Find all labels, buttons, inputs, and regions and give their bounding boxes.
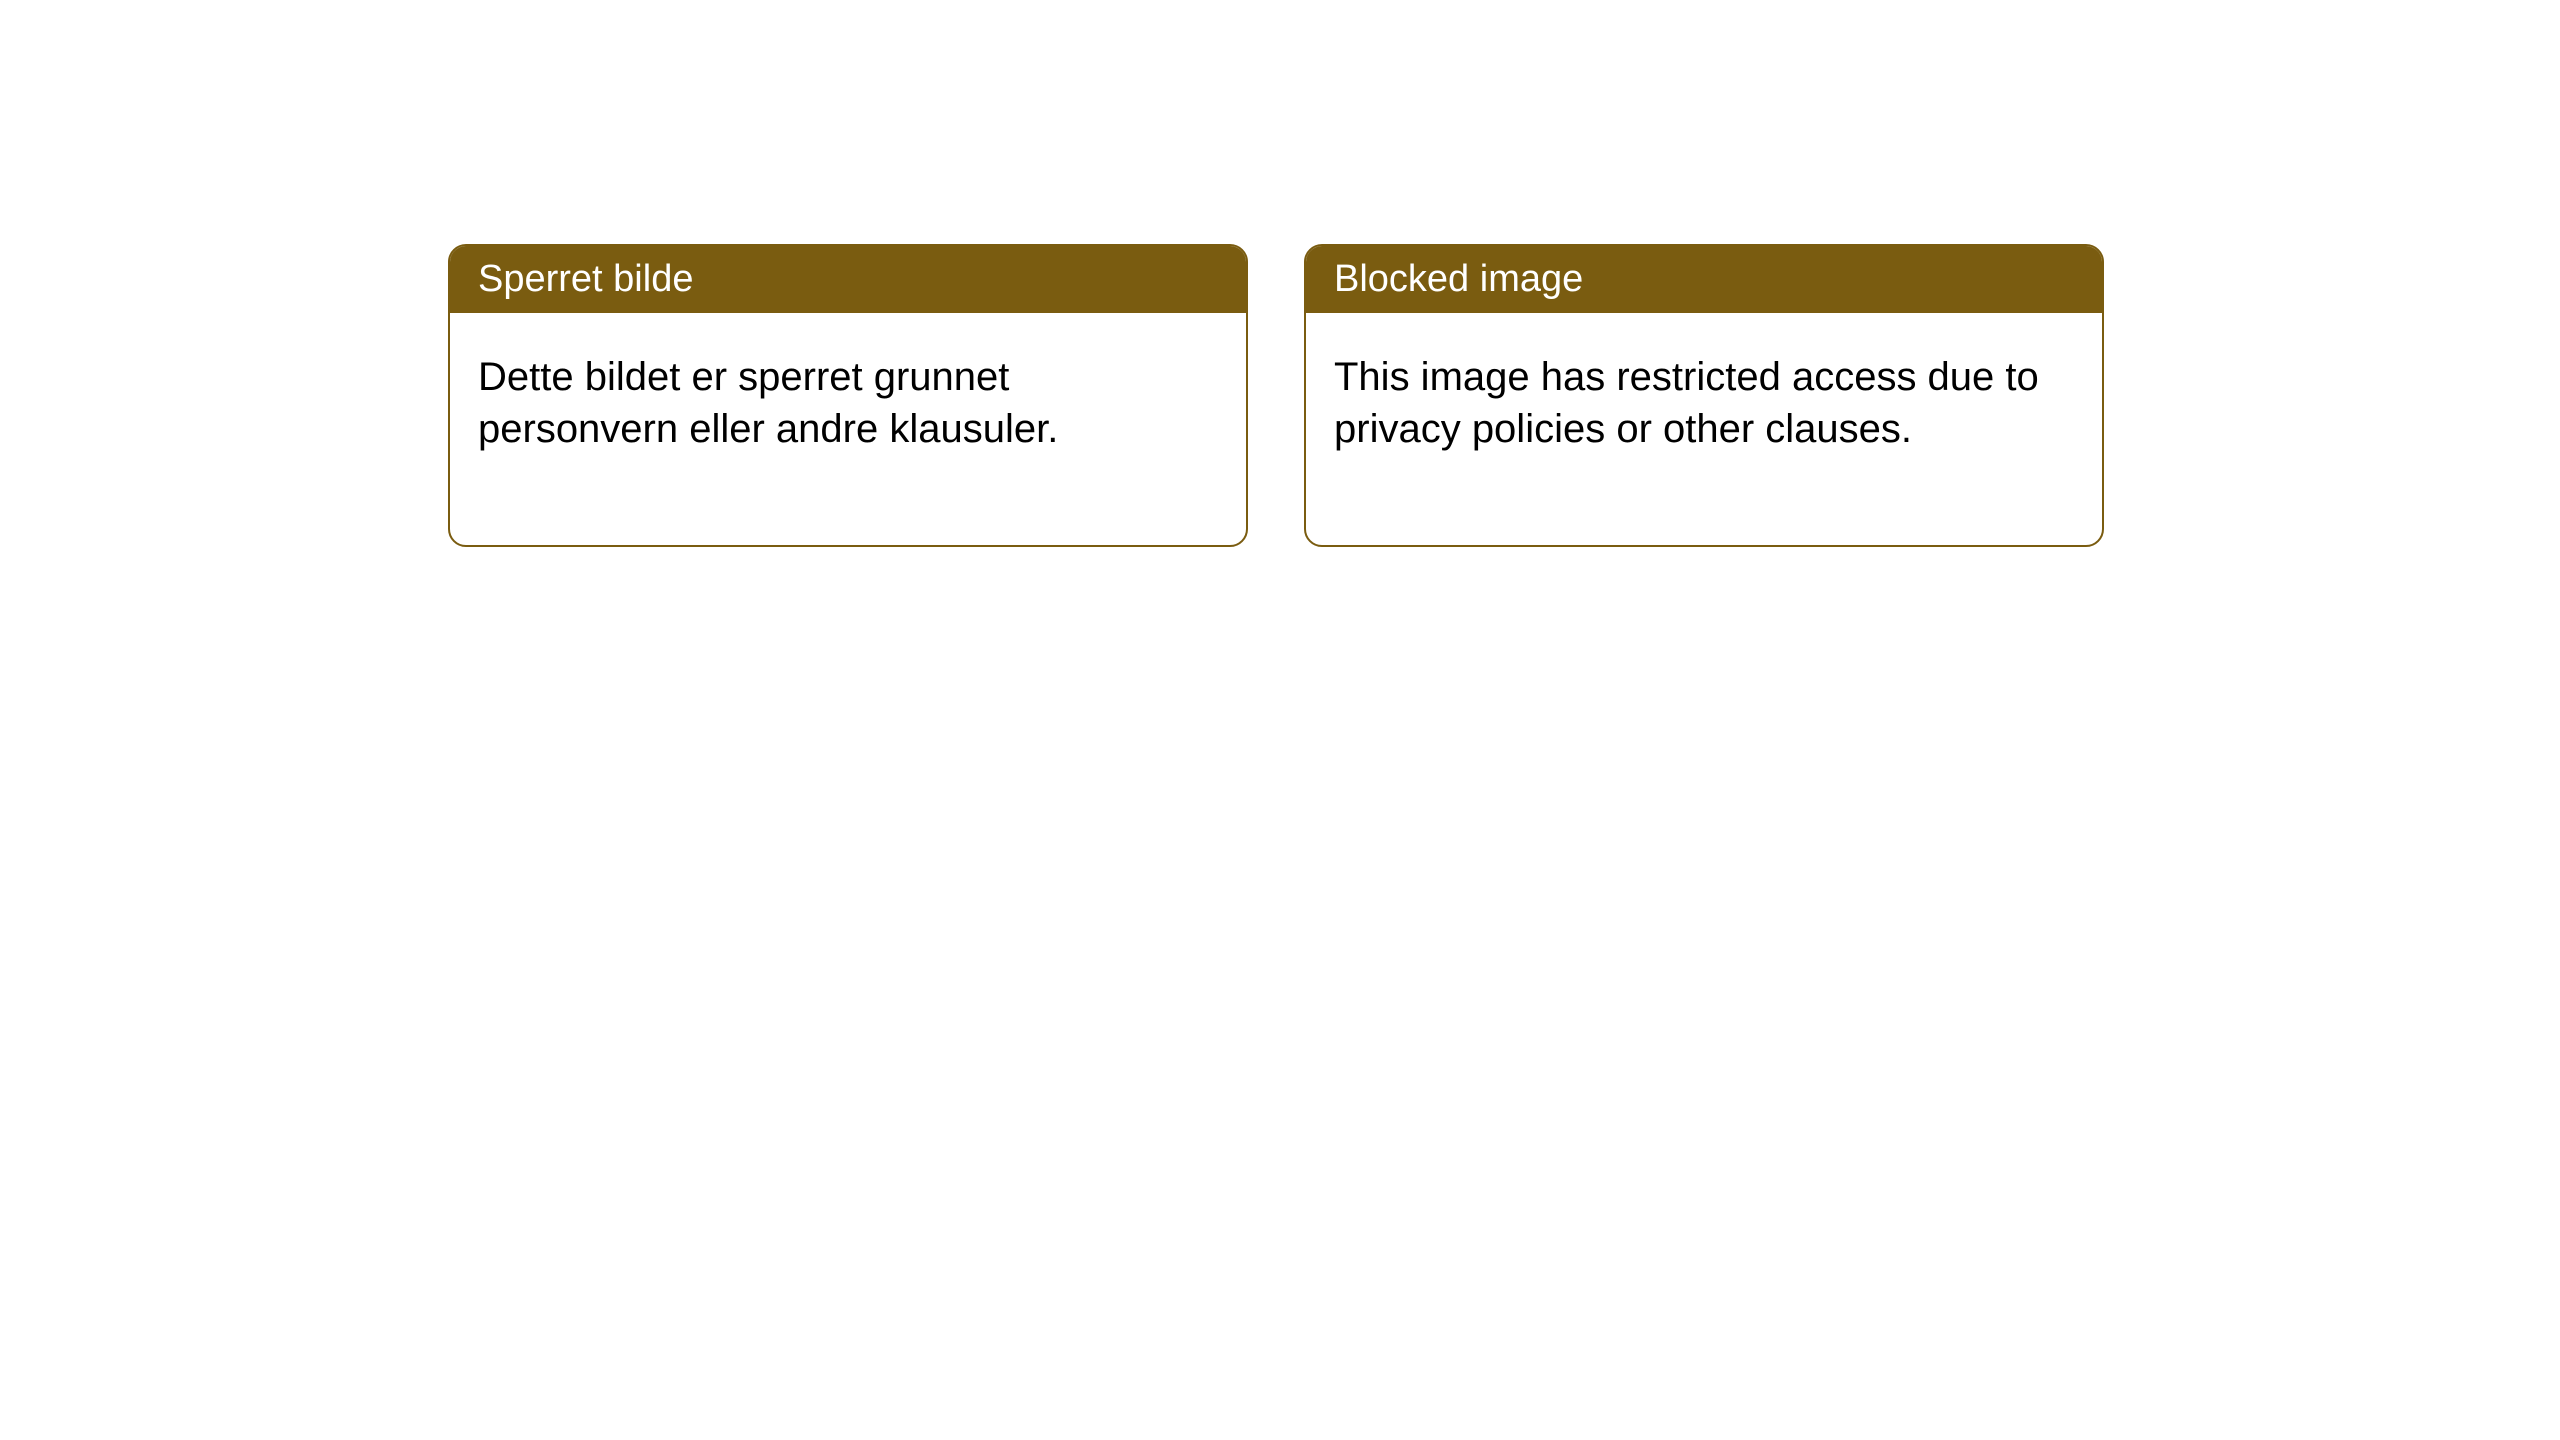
card-header: Sperret bilde — [450, 246, 1246, 313]
card-title: Blocked image — [1334, 258, 1583, 300]
notice-card-container: Sperret bilde Dette bildet er sperret gr… — [448, 244, 2104, 547]
card-body: Dette bildet er sperret grunnet personve… — [450, 313, 1246, 545]
card-title: Sperret bilde — [478, 258, 693, 300]
card-message: This image has restricted access due to … — [1334, 355, 2039, 451]
card-header: Blocked image — [1306, 246, 2102, 313]
notice-card-norwegian: Sperret bilde Dette bildet er sperret gr… — [448, 244, 1248, 547]
card-body: This image has restricted access due to … — [1306, 313, 2102, 545]
notice-card-english: Blocked image This image has restricted … — [1304, 244, 2104, 547]
card-message: Dette bildet er sperret grunnet personve… — [478, 355, 1058, 451]
